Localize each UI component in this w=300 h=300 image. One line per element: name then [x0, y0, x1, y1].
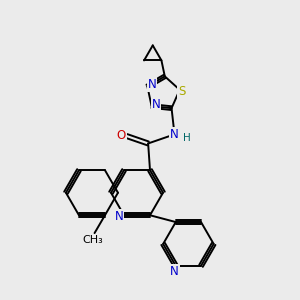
Text: N: N [170, 128, 179, 141]
Text: N: N [115, 210, 124, 223]
Text: H: H [183, 133, 191, 143]
Text: CH₃: CH₃ [82, 235, 103, 245]
Text: N: N [152, 98, 161, 111]
Text: S: S [178, 85, 185, 98]
Text: O: O [117, 129, 126, 142]
Text: N: N [148, 78, 156, 92]
Text: N: N [170, 265, 179, 278]
